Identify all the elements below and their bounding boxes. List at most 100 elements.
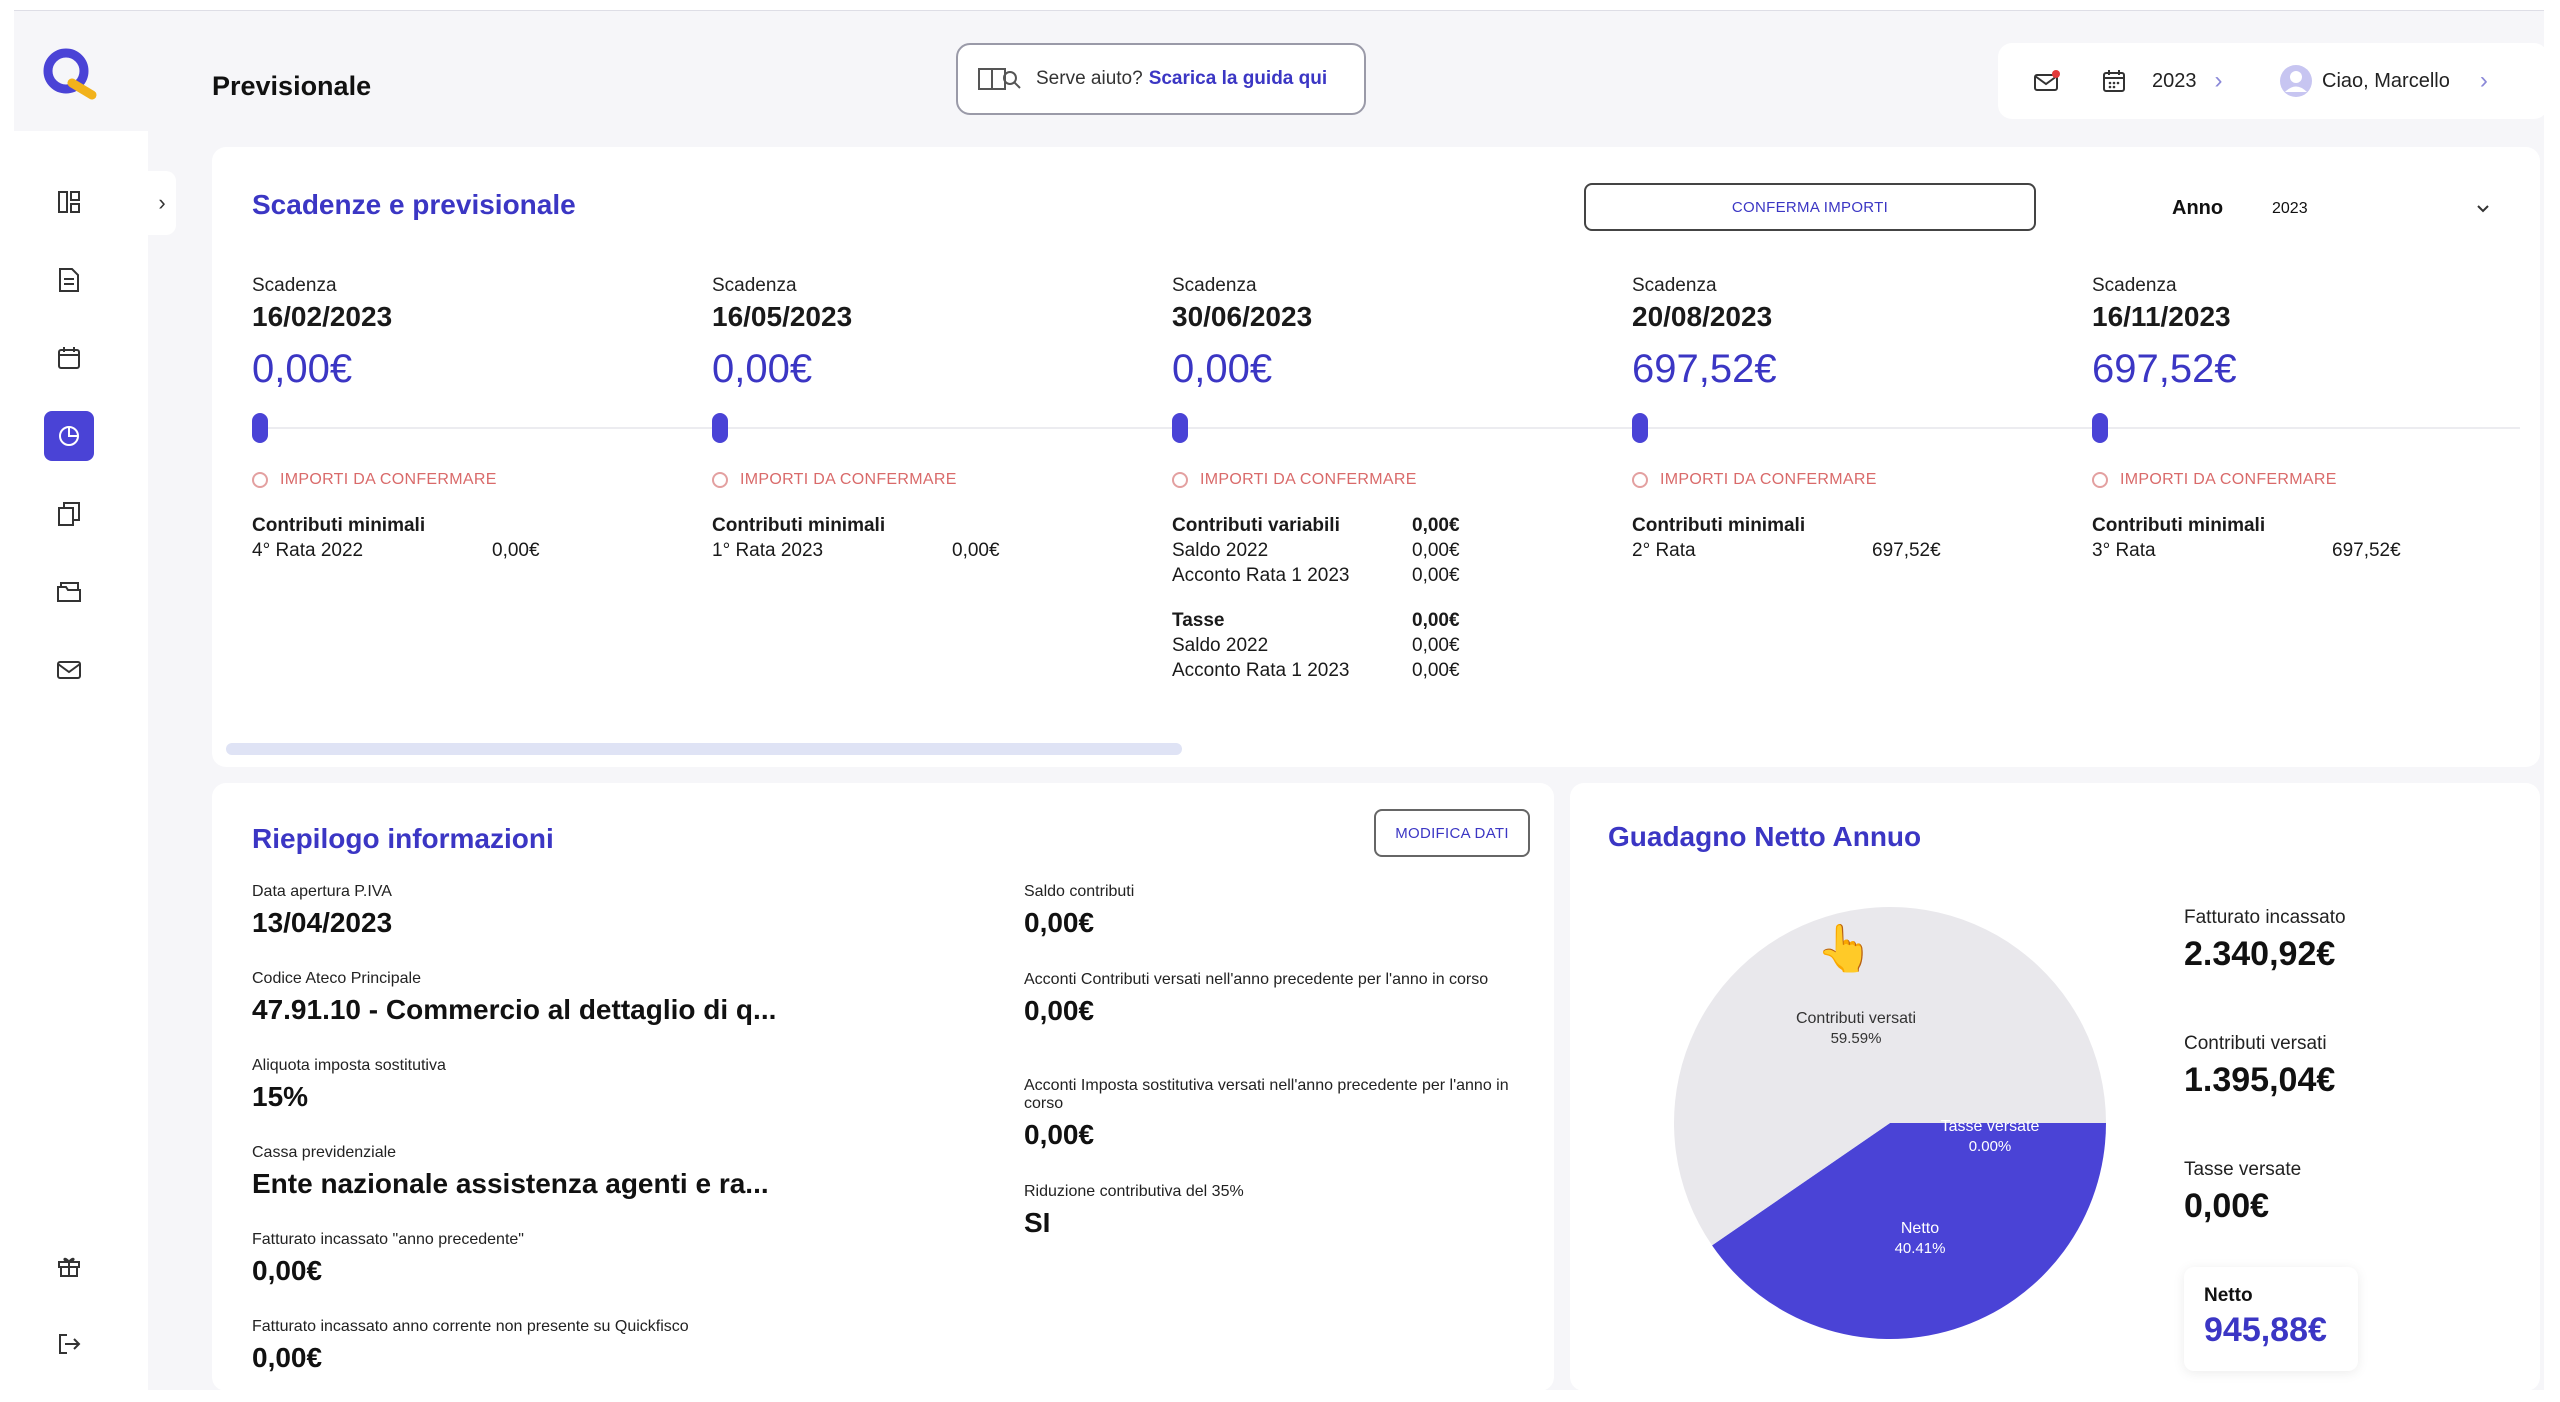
payment-group-header: Tasse 0,00€ (1172, 608, 1460, 633)
calendar-icon[interactable] (2102, 69, 2126, 93)
timeline-line (252, 427, 2520, 429)
help-text: Serve aiuto? (1036, 68, 1143, 89)
sidebar-expand-toggle[interactable]: › (148, 171, 176, 235)
anno-select[interactable]: 2023 (2252, 181, 2510, 237)
timeline-marker (1172, 413, 1188, 443)
payment-row-label: Acconto Rata 1 2023 (1172, 564, 1350, 586)
help-banner[interactable]: Serve aiuto? Scarica la guida qui (956, 43, 1366, 115)
scadenza-column: Scadenza 16/02/2023 0,00€ (252, 275, 692, 392)
payment-row-label: Acconto Rata 1 2023 (1172, 659, 1350, 681)
info-value: Ente nazionale assistenza agenti e ra... (252, 1168, 769, 1199)
info-item: Riduzione contributiva del 35% SI (1024, 1183, 1514, 1239)
warning-icon (1172, 472, 1188, 488)
confirm-amounts-button[interactable]: CONFERMA IMPORTI (1584, 183, 2036, 231)
info-item: Cassa previdenziale Ente nazionale assist… (252, 1144, 812, 1200)
scadenza-date: 16/05/2023 (712, 301, 853, 332)
payment-row-label: 1° Rata 2023 (712, 539, 824, 561)
mail-notification-icon[interactable] (2034, 70, 2060, 92)
payment-group-title: Tasse (1172, 609, 1225, 631)
payment-row-value: 0,00€ (492, 539, 540, 561)
payment-row: 2° Rata 697,52€ (1632, 538, 1941, 563)
pie-slice-netto[interactable] (1712, 1123, 2106, 1339)
info-value: 0,00€ (252, 1255, 323, 1286)
payment-row: Saldo 2022 0,00€ (1172, 538, 1460, 563)
scadenza-column: Scadenza 20/08/2023 697,52€ (1632, 275, 2072, 392)
calendar-icon[interactable] (44, 333, 94, 383)
legend-item: Fatturato incassato 2.340,92€ (2184, 907, 2346, 974)
help-guide-link[interactable]: Scarica la guida qui (1148, 68, 1328, 89)
anno-select-value: 2023 (2272, 200, 2308, 217)
timeline-marker (712, 413, 728, 443)
warning-text: IMPORTI DA CONFERMARE (2120, 471, 2337, 488)
payment-group-title: Contributi variabili (1172, 514, 1340, 536)
top-right-toolbar: 2023 › Ciao, Marcello › (1998, 43, 2548, 119)
legend-value: 2.340,92€ (2184, 935, 2336, 973)
warning-icon (712, 472, 728, 488)
payment-group: Contributi variabili 0,00€ Saldo 2022 0,00€… (1172, 513, 1460, 588)
warning-icon (2092, 472, 2108, 488)
scadenza-amount: 0,00€ (712, 347, 813, 391)
warning-text: IMPORTI DA CONFERMARE (1200, 471, 1417, 488)
warning-text: IMPORTI DA CONFERMARE (740, 471, 957, 488)
copy-documents-icon[interactable] (44, 489, 94, 539)
warning-badge: IMPORTI DA CONFERMARE (1172, 471, 1417, 489)
payment-row: Acconto Rata 1 2023 0,00€ (1172, 658, 1460, 683)
payment-group: Contributi minimali 2° Rata 697,52€ (1632, 513, 1941, 563)
quickfisco-logo[interactable] (38, 43, 102, 107)
payment-row-label: 3° Rata (2092, 539, 2156, 561)
guadagno-title: Guadagno Netto Annuo (1608, 821, 1922, 852)
payment-row-value: 0,00€ (952, 539, 1000, 561)
document-icon[interactable] (44, 255, 94, 305)
payment-group: Contributi minimali 4° Rata 2022 0,00€ (252, 513, 540, 563)
pie-slice-contributi-versati[interactable] (1674, 906, 2106, 1246)
horizontal-scrollbar[interactable] (226, 743, 1182, 755)
chevron-down-icon (2476, 204, 2490, 214)
pie-chart-icon[interactable] (44, 411, 94, 461)
info-value: 15% (252, 1081, 309, 1112)
payment-group-header: Contributi minimali (1632, 513, 1941, 538)
info-item: Fatturato incassato anno corrente non pr… (252, 1318, 812, 1374)
scadenze-title: Scadenze e previsionale (252, 189, 576, 220)
scadenza-label: Scadenza (712, 275, 797, 296)
scadenza-date: 16/02/2023 (252, 301, 393, 332)
scadenze-card: Scadenze e previsionale CONFERMA IMPORTI… (212, 147, 2540, 767)
info-label: Acconti Contributi versati nell'anno pre… (1024, 971, 1489, 988)
warning-icon (1632, 472, 1648, 488)
dashboard-icon[interactable] (44, 177, 94, 227)
edit-data-button[interactable]: MODIFICA DATI (1374, 809, 1530, 857)
chevron-right-icon: › (2479, 67, 2488, 94)
warning-text: IMPORTI DA CONFERMARE (280, 471, 497, 488)
guide-icon (978, 66, 1022, 92)
mail-icon[interactable] (44, 645, 94, 695)
warning-icon (252, 472, 268, 488)
user-greeting: Ciao, Marcello (2322, 69, 2450, 92)
info-item: Aliquota imposta sostitutiva 15% (252, 1057, 812, 1113)
payment-row: 1° Rata 2023 0,00€ (712, 538, 1000, 563)
avatar (2280, 65, 2312, 97)
payment-group-title: Contributi minimali (2092, 514, 2266, 536)
year-selector-value: 2023 (2152, 69, 2197, 92)
payment-row: 4° Rata 2022 0,00€ (252, 538, 540, 563)
netto-box: Netto 945,88€ (2184, 1267, 2358, 1371)
legend-value: 1.395,04€ (2184, 1061, 2336, 1099)
gift-icon[interactable] (44, 1241, 94, 1291)
payment-row-value: 697,52€ (2332, 539, 2401, 561)
folder-icon[interactable] (44, 567, 94, 617)
info-value: 13/04/2023 (252, 907, 393, 938)
info-label: Aliquota imposta sostitutiva (252, 1057, 446, 1074)
payment-group-header: Contributi minimali (252, 513, 540, 538)
payment-row-label: Saldo 2022 (1172, 539, 1269, 561)
riepilogo-title: Riepilogo informazioni (252, 823, 554, 854)
user-menu[interactable]: Ciao, Marcello › (2280, 65, 2488, 97)
year-selector[interactable]: 2023 › (2152, 67, 2223, 95)
chevron-right-icon: › (2214, 67, 2223, 94)
netto-label: Netto (2204, 1285, 2253, 1306)
warning-badge: IMPORTI DA CONFERMARE (252, 471, 497, 489)
info-item: Fatturato incassato "anno precedente" 0,0… (252, 1231, 812, 1287)
payment-group: Contributi minimali 1° Rata 2023 0,00€ (712, 513, 1000, 563)
payment-row-value: 0,00€ (1412, 634, 1460, 656)
logout-icon[interactable] (44, 1319, 94, 1369)
payment-row-value: 0,00€ (1412, 539, 1460, 561)
scadenza-amount: 697,52€ (1632, 347, 1777, 391)
warning-badge: IMPORTI DA CONFERMARE (2092, 471, 2337, 489)
